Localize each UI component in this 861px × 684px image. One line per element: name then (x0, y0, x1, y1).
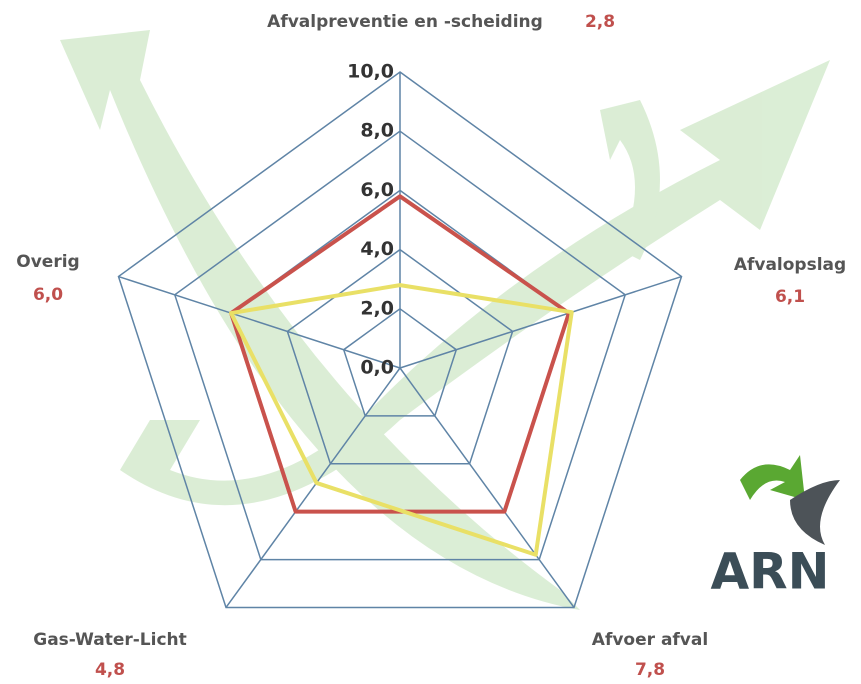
grid-ring (117, 71, 683, 609)
category-label: Afvalopslag (734, 255, 846, 275)
spoke (399, 275, 682, 369)
category-label: Overig (16, 252, 79, 272)
tick-label: 0,0 (360, 357, 394, 379)
value-label: 4,8 (95, 660, 125, 680)
grid-ring (173, 130, 627, 561)
grid-ring (342, 307, 458, 417)
value-label: 7,8 (635, 660, 665, 680)
background-arrows (60, 30, 830, 610)
series-line (229, 283, 574, 557)
tick-label: 10,0 (347, 61, 394, 83)
tick-label: 2,0 (360, 297, 394, 319)
spoke (399, 367, 575, 608)
grid-ring (286, 248, 514, 465)
spoke (225, 367, 401, 608)
value-label: 2,8 (585, 12, 615, 32)
spoke (118, 275, 401, 369)
tick-label: 4,0 (360, 238, 394, 260)
value-label: 6,1 (775, 287, 805, 307)
logo-text: ARN (710, 543, 829, 601)
tick-label: 6,0 (360, 179, 394, 201)
value-label: 6,0 (33, 285, 63, 305)
category-label: Afvoer afval (592, 630, 708, 650)
category-label: Afvalpreventie en -scheiding (267, 12, 543, 32)
category-label: Gas-Water-Licht (33, 630, 187, 650)
logo: ARN (710, 455, 840, 601)
tick-label: 8,0 (360, 120, 394, 142)
